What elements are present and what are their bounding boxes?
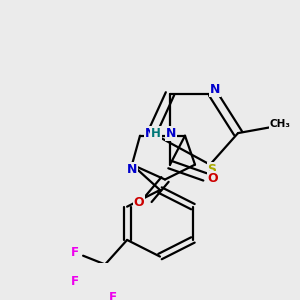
Text: F: F (71, 246, 79, 259)
Text: N: N (210, 83, 220, 96)
Text: O: O (208, 172, 218, 185)
Text: S: S (208, 163, 217, 176)
Text: F: F (109, 291, 117, 300)
Text: N: N (145, 127, 155, 140)
Text: O: O (134, 196, 144, 209)
Text: N: N (127, 163, 137, 176)
Text: H: H (151, 127, 161, 140)
Text: CH₃: CH₃ (269, 119, 290, 129)
Text: F: F (71, 274, 79, 288)
Text: N: N (166, 127, 176, 140)
